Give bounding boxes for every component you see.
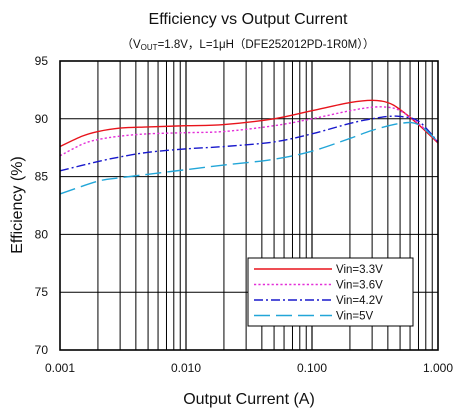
y-tick-label: 95 [35,54,49,68]
legend: Vin=3.3V Vin=3.6V Vin=4.2V Vin=5V [247,257,414,327]
legend-label: Vin=4.2V [336,295,383,307]
x-tick-labels: 0.001 0.010 0.100 1.000 [45,361,453,375]
legend-label: Vin=3.6V [336,280,383,292]
y-tick-label: 70 [35,343,49,357]
legend-label: Vin=3.3V [336,264,383,276]
x-tick-label: 0.100 [297,361,327,375]
plot-frame [59,60,439,351]
chart-title: Efficiency vs Output Current [149,11,348,28]
series-line [59,115,439,172]
x-tick-label: 0.001 [45,361,75,375]
y-tick-label: 90 [35,112,49,126]
x-tick-label: 0.010 [171,361,201,375]
y-axis-label: Efficiency (%) [9,156,26,254]
series-line [59,99,439,148]
series-line [59,106,439,157]
x-tick-label: 1.000 [423,361,453,375]
subtitle-open: （V [122,38,141,51]
y-tick-label: 80 [35,227,49,241]
chart-subtitle: （VOUT=1.8V，L=1μH（DFE252012PD-1R0M）） [122,38,375,52]
legend-label: Vin=5V [336,311,374,323]
y-tick-label: 75 [35,285,49,299]
x-axis-label: Output Current (A) [183,391,315,408]
subtitle-subscript: OUT [141,43,158,52]
series-layer [59,99,439,195]
subtitle-rest: =1.8V，L=1μH（DFE252012PD-1R0M）） [158,38,375,51]
y-tick-label: 85 [35,170,49,184]
y-tick-labels: 70 75 80 85 90 95 [35,54,49,357]
